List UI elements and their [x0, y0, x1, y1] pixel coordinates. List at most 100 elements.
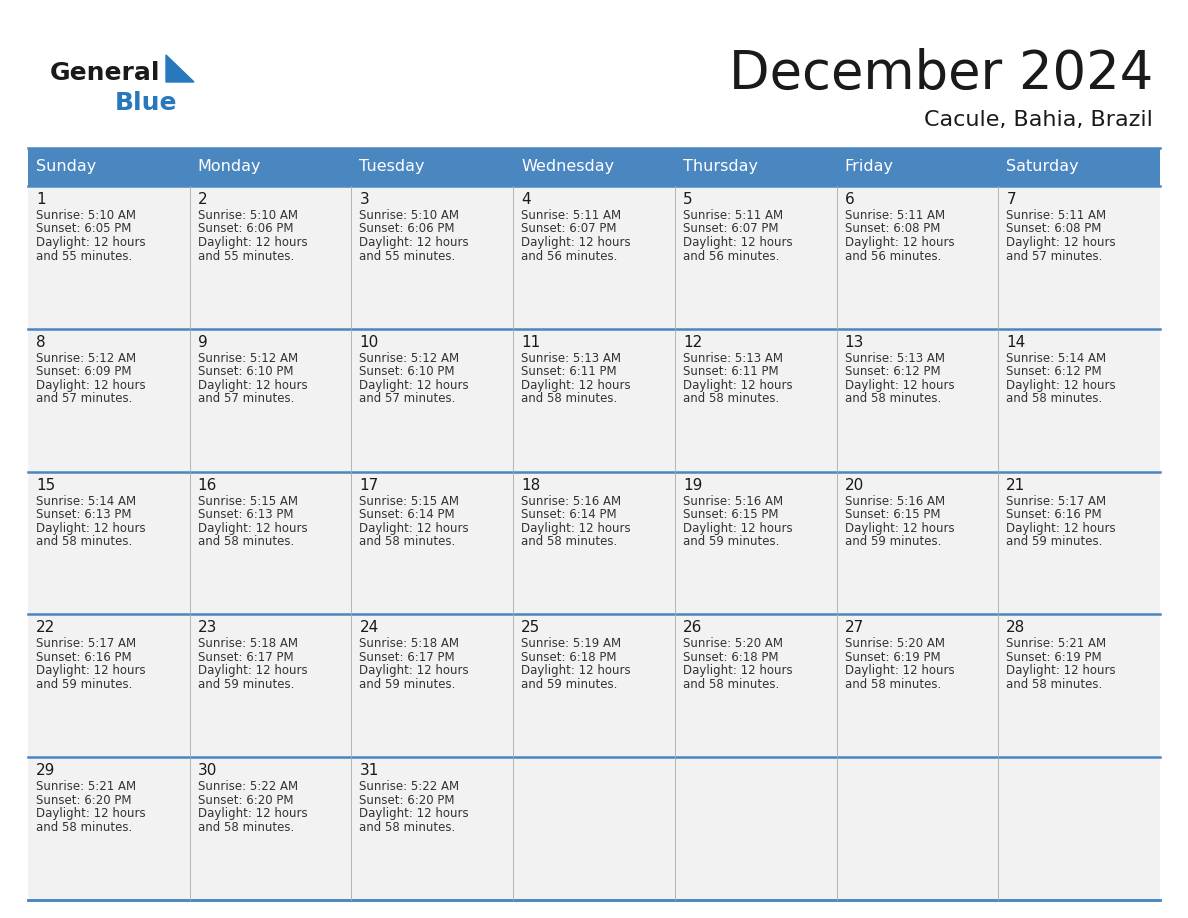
Text: Sunrise: 5:20 AM: Sunrise: 5:20 AM [845, 637, 944, 650]
Text: Sunset: 6:14 PM: Sunset: 6:14 PM [522, 508, 617, 521]
Text: Daylight: 12 hours: Daylight: 12 hours [197, 665, 308, 677]
Text: and 58 minutes.: and 58 minutes. [36, 535, 132, 548]
Text: Daylight: 12 hours: Daylight: 12 hours [197, 236, 308, 249]
Text: and 59 minutes.: and 59 minutes. [522, 677, 618, 691]
Text: Sunset: 6:10 PM: Sunset: 6:10 PM [360, 365, 455, 378]
Text: Sunrise: 5:16 AM: Sunrise: 5:16 AM [683, 495, 783, 508]
Text: and 55 minutes.: and 55 minutes. [197, 250, 293, 263]
Text: 5: 5 [683, 192, 693, 207]
Text: Daylight: 12 hours: Daylight: 12 hours [522, 665, 631, 677]
Text: Sunset: 6:15 PM: Sunset: 6:15 PM [683, 508, 778, 521]
Text: Sunset: 6:09 PM: Sunset: 6:09 PM [36, 365, 132, 378]
Text: Daylight: 12 hours: Daylight: 12 hours [36, 665, 146, 677]
Text: Daylight: 12 hours: Daylight: 12 hours [683, 379, 792, 392]
Text: Sunrise: 5:18 AM: Sunrise: 5:18 AM [360, 637, 460, 650]
Text: Daylight: 12 hours: Daylight: 12 hours [683, 521, 792, 534]
Text: Sunset: 6:08 PM: Sunset: 6:08 PM [845, 222, 940, 236]
Text: and 57 minutes.: and 57 minutes. [197, 392, 295, 406]
Bar [675, 757, 836, 900]
Bar [675, 472, 836, 614]
Text: Sunrise: 5:10 AM: Sunrise: 5:10 AM [36, 209, 135, 222]
Text: 17: 17 [360, 477, 379, 493]
Text: Sunset: 6:08 PM: Sunset: 6:08 PM [1006, 222, 1101, 236]
Text: December 2024: December 2024 [728, 48, 1154, 100]
Text: and 58 minutes.: and 58 minutes. [360, 535, 456, 548]
Bar [675, 614, 836, 757]
Text: Daylight: 12 hours: Daylight: 12 hours [36, 807, 146, 820]
Text: Daylight: 12 hours: Daylight: 12 hours [360, 665, 469, 677]
Text: and 58 minutes.: and 58 minutes. [1006, 392, 1102, 406]
Text: Sunrise: 5:13 AM: Sunrise: 5:13 AM [522, 352, 621, 364]
Text: Sunrise: 5:15 AM: Sunrise: 5:15 AM [197, 495, 298, 508]
Text: Sunset: 6:17 PM: Sunset: 6:17 PM [360, 651, 455, 664]
Bar [513, 757, 675, 900]
Text: 11: 11 [522, 335, 541, 350]
Bar [675, 148, 836, 186]
Text: Daylight: 12 hours: Daylight: 12 hours [360, 521, 469, 534]
Text: Daylight: 12 hours: Daylight: 12 hours [683, 665, 792, 677]
Text: Sunset: 6:05 PM: Sunset: 6:05 PM [36, 222, 132, 236]
Text: Sunrise: 5:11 AM: Sunrise: 5:11 AM [683, 209, 783, 222]
Bar [352, 757, 513, 900]
Text: Monday: Monday [197, 160, 261, 174]
Polygon shape [166, 55, 194, 82]
Text: Sunset: 6:14 PM: Sunset: 6:14 PM [360, 508, 455, 521]
Text: and 59 minutes.: and 59 minutes. [197, 677, 295, 691]
Text: 13: 13 [845, 335, 864, 350]
Text: Sunrise: 5:12 AM: Sunrise: 5:12 AM [360, 352, 460, 364]
Bar [836, 186, 998, 329]
Text: Daylight: 12 hours: Daylight: 12 hours [845, 236, 954, 249]
Bar [190, 614, 352, 757]
Text: Sunrise: 5:11 AM: Sunrise: 5:11 AM [845, 209, 944, 222]
Bar [190, 757, 352, 900]
Bar [352, 329, 513, 472]
Bar [190, 329, 352, 472]
Text: Sunrise: 5:17 AM: Sunrise: 5:17 AM [1006, 495, 1106, 508]
Text: Sunrise: 5:11 AM: Sunrise: 5:11 AM [522, 209, 621, 222]
Text: Sunset: 6:19 PM: Sunset: 6:19 PM [845, 651, 940, 664]
Text: Daylight: 12 hours: Daylight: 12 hours [197, 379, 308, 392]
Text: 8: 8 [36, 335, 45, 350]
Bar [513, 186, 675, 329]
Text: Sunrise: 5:13 AM: Sunrise: 5:13 AM [683, 352, 783, 364]
Text: Sunrise: 5:12 AM: Sunrise: 5:12 AM [197, 352, 298, 364]
Text: Sunset: 6:07 PM: Sunset: 6:07 PM [683, 222, 778, 236]
Text: 20: 20 [845, 477, 864, 493]
Text: Daylight: 12 hours: Daylight: 12 hours [845, 379, 954, 392]
Text: Daylight: 12 hours: Daylight: 12 hours [360, 807, 469, 820]
Text: Daylight: 12 hours: Daylight: 12 hours [36, 236, 146, 249]
Text: Sunrise: 5:13 AM: Sunrise: 5:13 AM [845, 352, 944, 364]
Text: and 57 minutes.: and 57 minutes. [360, 392, 456, 406]
Text: 24: 24 [360, 621, 379, 635]
Bar [836, 472, 998, 614]
Bar [29, 472, 190, 614]
Text: and 55 minutes.: and 55 minutes. [36, 250, 132, 263]
Text: Blue: Blue [115, 91, 177, 115]
Bar [998, 614, 1159, 757]
Text: and 56 minutes.: and 56 minutes. [522, 250, 618, 263]
Bar [190, 186, 352, 329]
Text: Daylight: 12 hours: Daylight: 12 hours [1006, 379, 1116, 392]
Text: Thursday: Thursday [683, 160, 758, 174]
Bar [352, 148, 513, 186]
Text: and 59 minutes.: and 59 minutes. [1006, 535, 1102, 548]
Text: and 58 minutes.: and 58 minutes. [845, 392, 941, 406]
Bar [513, 472, 675, 614]
Bar [998, 757, 1159, 900]
Text: Sunrise: 5:12 AM: Sunrise: 5:12 AM [36, 352, 137, 364]
Text: Daylight: 12 hours: Daylight: 12 hours [522, 379, 631, 392]
Text: Sunrise: 5:17 AM: Sunrise: 5:17 AM [36, 637, 137, 650]
Text: Daylight: 12 hours: Daylight: 12 hours [845, 521, 954, 534]
Bar [352, 186, 513, 329]
Text: Daylight: 12 hours: Daylight: 12 hours [197, 807, 308, 820]
Text: and 58 minutes.: and 58 minutes. [683, 677, 779, 691]
Bar [998, 472, 1159, 614]
Text: Sunset: 6:18 PM: Sunset: 6:18 PM [522, 651, 617, 664]
Text: 22: 22 [36, 621, 56, 635]
Text: and 58 minutes.: and 58 minutes. [1006, 677, 1102, 691]
Text: Daylight: 12 hours: Daylight: 12 hours [522, 236, 631, 249]
Text: General: General [50, 61, 160, 85]
Text: 1: 1 [36, 192, 45, 207]
Text: Sunrise: 5:15 AM: Sunrise: 5:15 AM [360, 495, 460, 508]
Bar [352, 614, 513, 757]
